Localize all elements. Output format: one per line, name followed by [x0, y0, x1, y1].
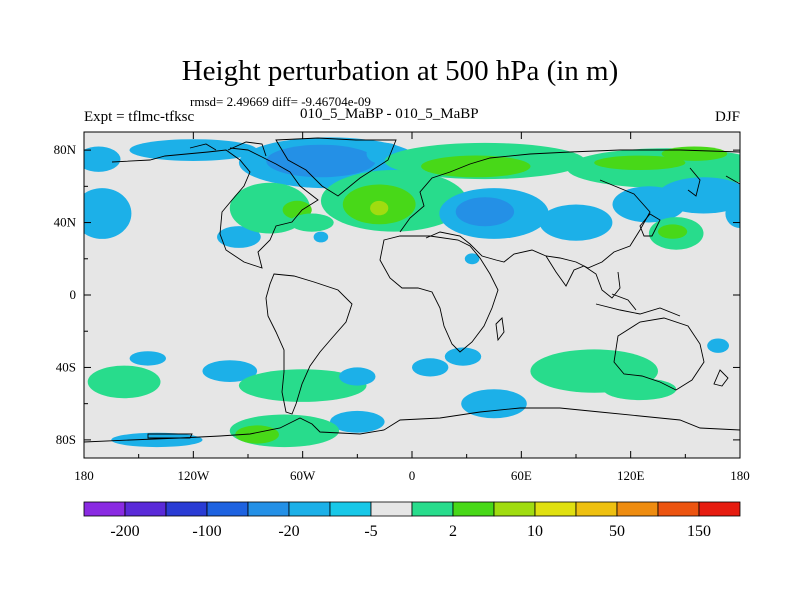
x-tick-label: 120W	[177, 468, 210, 483]
anomaly-region-5	[266, 144, 376, 178]
anomaly-region-22	[658, 177, 740, 214]
colorbar-swatch-8	[411, 501, 454, 517]
coastline-europe-asia	[399, 149, 740, 269]
anomaly-region-25	[464, 253, 480, 265]
coastline-antarctica	[84, 407, 740, 443]
colorbar-swatch-5	[288, 501, 331, 517]
colorbar-label: -20	[278, 523, 299, 540]
colorbar-swatch-11	[534, 501, 577, 517]
period-label: 010_5_MaBP - 010_5_MaBP	[300, 106, 479, 122]
anomaly-region-42	[707, 338, 729, 353]
anomaly-region-31	[238, 369, 367, 402]
x-tick-label: 180	[730, 468, 750, 483]
colorbar-swatch-7	[370, 501, 413, 517]
anomaly-region-0	[84, 146, 121, 172]
anomaly-region-29	[87, 365, 161, 399]
colorbar-swatch-2	[165, 501, 208, 517]
anomaly-region-30	[202, 360, 258, 382]
coastline-arctic-archipelago	[189, 141, 267, 157]
x-tick-label: 0	[409, 468, 416, 483]
x-tick-label: 60E	[511, 468, 532, 483]
anomaly-region-7	[229, 182, 310, 234]
colorbar-label: 150	[687, 523, 711, 540]
anomaly-region-19	[455, 197, 515, 227]
anomaly-region-20	[539, 204, 613, 241]
x-tick-label: 60W	[290, 468, 316, 483]
anomaly-region-3	[217, 226, 261, 248]
colorbar-swatch-10	[493, 501, 536, 517]
colorbar-label: -100	[192, 523, 221, 540]
colorbar-label: -200	[110, 523, 139, 540]
coastline-japan	[639, 213, 661, 237]
y-tick-label: 0	[70, 287, 77, 302]
experiment-label: Expt = tflmc-tfksc	[84, 109, 195, 125]
colorbar-swatch-3	[206, 501, 249, 517]
colorbar-swatch-1	[124, 501, 167, 517]
anomaly-region-24	[313, 231, 329, 243]
anomaly-region-28	[129, 351, 166, 366]
anomaly-region-2	[84, 188, 132, 239]
anomaly-region-36	[603, 378, 677, 401]
anomaly-region-16	[594, 155, 686, 170]
anomaly-region-23	[725, 199, 740, 228]
anomaly-region-32	[339, 367, 376, 386]
y-tick-label: 40S	[56, 359, 76, 374]
x-tick-label: 120E	[617, 468, 645, 483]
chart-title: Height perturbation at 500 hPa (in m)	[181, 55, 619, 87]
colorbar-label: 50	[609, 523, 625, 540]
colorbar-swatch-0	[83, 501, 126, 517]
colorbar-swatch-13	[616, 501, 659, 517]
coastline-indonesia	[595, 293, 681, 317]
colorbar-label: 2	[449, 523, 457, 540]
rmsd-diff-text: rmsd= 2.49669 diff= -9.46704e-09	[190, 94, 371, 109]
y-tick-label: 80S	[56, 432, 76, 447]
anomaly-region-38	[330, 410, 385, 433]
anomaly-region-1	[129, 139, 258, 162]
anomaly-region-37	[461, 389, 527, 419]
colorbar-swatch-15	[698, 501, 741, 517]
coastline-australia	[613, 317, 705, 391]
coastline-south-america	[265, 273, 353, 415]
coastline-new-zealand	[713, 369, 729, 387]
anomaly-region-17	[661, 146, 728, 161]
y-tick-label: 80N	[54, 142, 77, 157]
coastline-kamchatka	[687, 167, 740, 197]
coastline-africa	[379, 235, 499, 353]
anomaly-region-12	[370, 200, 389, 216]
y-tick-label: 40N	[54, 215, 77, 230]
colorbar-swatch-14	[657, 501, 700, 517]
coastline-north-america	[111, 147, 319, 269]
anomaly-region-33	[412, 358, 449, 377]
anomaly-region-9	[289, 213, 334, 232]
colorbar-swatch-6	[329, 501, 372, 517]
colorbar-label: -5	[364, 523, 377, 540]
coastline-greenland	[275, 137, 397, 197]
colorbar-swatch-4	[247, 501, 290, 517]
season-label: DJF	[714, 109, 740, 125]
coastline-india-southeast-asia	[545, 255, 621, 299]
colorbar-label: 10	[527, 523, 543, 540]
colorbar-swatch-12	[575, 501, 618, 517]
anomaly-region-34	[444, 347, 482, 366]
colorbar-swatch-9	[452, 501, 495, 517]
x-tick-label: 180	[74, 468, 94, 483]
coastline-madagascar	[495, 317, 505, 342]
anomaly-region-14	[421, 155, 531, 178]
anomaly-region-41	[111, 432, 203, 448]
anomaly-region-27	[658, 224, 688, 239]
